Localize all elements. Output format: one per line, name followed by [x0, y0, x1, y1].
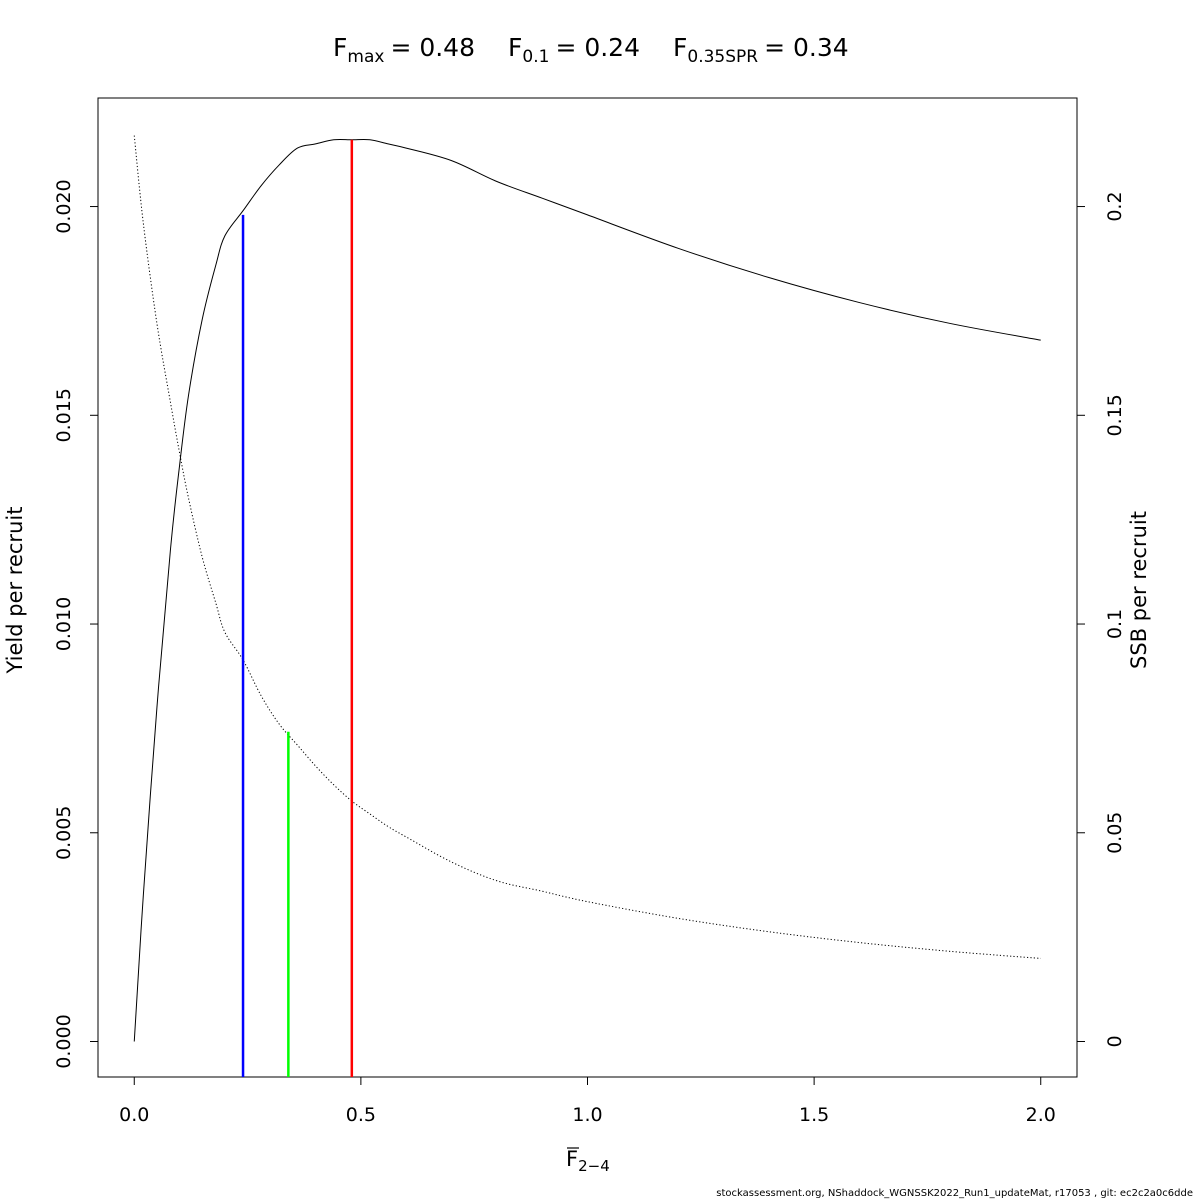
title-fmax: Fmax = 0.48: [333, 33, 475, 67]
x-tick-label: 0.0: [119, 1104, 149, 1126]
x-axis-label: F2−4: [566, 1147, 610, 1175]
x-tick-label: 0.5: [346, 1104, 376, 1126]
y-left-tick-label: 0.020: [53, 179, 75, 233]
x-axis: 0.0 0.5 1.0 1.5 2.0: [119, 1077, 1056, 1126]
y-right-tick-label: 0.1: [1104, 609, 1126, 639]
reference-lines: [241, 139, 354, 1077]
yield-per-recruit-line: [133, 138, 1041, 1042]
y-left-tick-label: 0.000: [53, 1014, 75, 1068]
y-right-tick-label: 0.2: [1104, 191, 1126, 221]
y-right-tick-label: 0.05: [1104, 812, 1126, 854]
ssb-per-recruit-line: [133, 135, 1041, 959]
plot-frame: [97, 97, 1078, 1078]
chart-title: Fmax = 0.48 F0.1 = 0.24 F0.35SPR = 0.34: [333, 33, 849, 67]
title-f01: F0.1 = 0.24: [508, 33, 640, 67]
title-f035spr: F0.35SPR = 0.34: [673, 33, 849, 67]
footer-note: stockassessment.org, NShaddock_WGNSSK202…: [716, 1188, 1193, 1199]
y-left-tick-label: 0.010: [53, 597, 75, 651]
y-left-axis-label: Yield per recruit: [3, 507, 27, 675]
y-left-tick-label: 0.015: [53, 388, 75, 442]
y-right-axis: 0 0.05 0.1 0.15 0.2: [1077, 191, 1126, 1048]
y-right-axis-label: SSB per recruit: [1127, 511, 1151, 669]
x-tick-label: 1.0: [572, 1104, 602, 1126]
series-layer: [133, 135, 1041, 1042]
x-tick-label: 1.5: [799, 1104, 829, 1126]
y-right-tick-label: 0: [1104, 1035, 1126, 1047]
y-right-tick-label: 0.15: [1104, 394, 1126, 436]
x-axis-label-text: F2−4: [566, 1147, 610, 1175]
x-tick-label: 2.0: [1026, 1104, 1056, 1126]
y-left-tick-label: 0.005: [53, 806, 75, 860]
y-left-axis: 0.000 0.005 0.010 0.015 0.020: [53, 179, 98, 1069]
